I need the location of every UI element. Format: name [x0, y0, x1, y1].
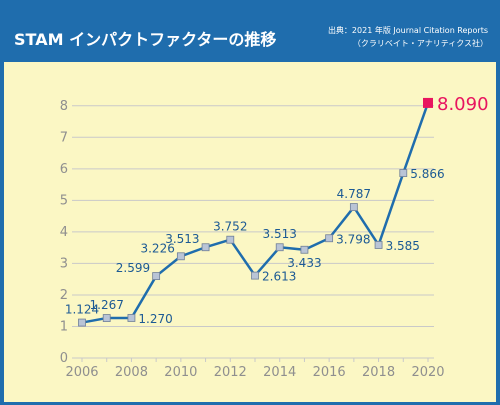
x-tick-label: 2016: [313, 365, 346, 380]
x-tick-label: 2014: [263, 365, 296, 380]
y-tick-label: 4: [60, 225, 68, 240]
x-tick-label: 2012: [214, 365, 247, 380]
y-tick-label: 5: [60, 193, 68, 208]
data-label: 3.585: [386, 239, 420, 253]
data-label: 2.599: [116, 261, 150, 275]
x-tick-label: 2010: [164, 365, 197, 380]
data-point: [201, 243, 210, 252]
data-label: 4.787: [337, 187, 371, 201]
x-tick-label: 2006: [65, 365, 98, 380]
data-label: 3.513: [165, 232, 199, 246]
data-point: [325, 234, 334, 243]
x-tick-label: 2018: [362, 365, 395, 380]
header-bar: STAM インパクトファクターの推移 出典：2021 年版 Journal Ci…: [0, 0, 500, 62]
data-point: [226, 235, 235, 244]
data-label: 3.752: [213, 220, 247, 234]
data-point: [275, 243, 284, 252]
y-tick-label: 8: [60, 99, 68, 114]
data-label: 3.798: [336, 232, 370, 246]
data-point: [152, 272, 161, 280]
data-label: 1.124: [65, 303, 99, 317]
data-point: [374, 241, 383, 249]
source-line-2: （クラリベイト・アナリティクス社）: [352, 39, 488, 48]
data-label: 2.613: [262, 270, 296, 284]
source-line-1: 出典：2021 年版 Journal Citation Reports: [327, 26, 488, 35]
y-tick-label: 0: [60, 351, 68, 366]
data-label: 1.270: [138, 312, 172, 326]
data-point: [251, 271, 259, 280]
line-chart: 0 1 2 3 4 5 6 7 8 2006 2008 2010 2012 2014 2016 2018 202…: [60, 94, 489, 380]
data-point: [78, 318, 86, 327]
data-point: [349, 203, 358, 211]
y-tick-label: 3: [60, 256, 68, 271]
data-point: [399, 169, 408, 177]
data-label: 5.866: [410, 167, 444, 181]
data-label: 3.513: [263, 227, 297, 241]
data-label-highlight: 8.090: [437, 94, 489, 115]
y-tick-label: 1: [60, 319, 68, 334]
x-tick-label: 2008: [115, 365, 148, 380]
y-tick-label: 6: [60, 162, 68, 177]
data-label: 1.267: [90, 298, 124, 312]
series-line: [81, 102, 430, 324]
data-point: [127, 314, 136, 322]
data-label: 3.226: [140, 241, 174, 255]
x-tick-label: 2020: [411, 365, 444, 380]
data-point: [102, 314, 111, 322]
data-point-highlight: [423, 97, 433, 108]
y-tick-label: 2: [60, 288, 68, 303]
data-point: [176, 252, 185, 261]
source-note: 出典：2021 年版 Journal Citation Reports （クラリ…: [238, 24, 488, 50]
chart-panel: 0 1 2 3 4 5 6 7 8 2006 2008 2010 2012 2014 2016 2018 202…: [4, 62, 496, 402]
data-point: [300, 245, 309, 254]
y-tick-label: 7: [60, 130, 68, 145]
data-label: 3.433: [287, 256, 321, 270]
chart-title: STAM インパクトファクターの推移: [14, 30, 277, 49]
